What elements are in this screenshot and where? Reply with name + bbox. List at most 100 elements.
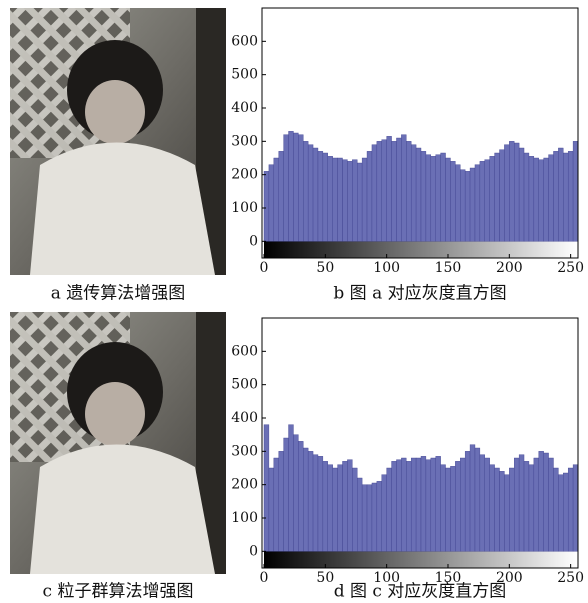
bar [519, 455, 524, 552]
bar [436, 155, 441, 242]
bar [519, 148, 524, 241]
bar [524, 461, 529, 551]
bar [293, 133, 298, 241]
bar [431, 156, 436, 241]
bar [446, 158, 451, 241]
bar [293, 435, 298, 552]
x-tick-label: 200 [496, 260, 523, 276]
colorbar [264, 241, 578, 258]
bar [539, 451, 544, 551]
y-tick-label: 500 [231, 67, 258, 83]
bar [421, 151, 426, 241]
bar [465, 171, 470, 241]
bar [352, 468, 357, 551]
x-tick-label: 50 [316, 570, 334, 586]
bar [269, 468, 274, 551]
bar [411, 145, 416, 242]
bar [480, 161, 485, 241]
chart-caption: b 图 a 对应灰度直方图 [333, 284, 506, 304]
bar [343, 461, 348, 551]
bar [475, 165, 480, 242]
bar [396, 138, 401, 241]
bar [426, 460, 431, 552]
bar [460, 458, 465, 551]
bar [392, 141, 397, 241]
bar [534, 158, 539, 241]
y-tick-label: 400 [231, 410, 258, 426]
bar [392, 461, 397, 551]
bar [500, 471, 505, 551]
bar [480, 455, 485, 552]
bar [274, 458, 279, 551]
bar [563, 153, 568, 241]
x-tick-label: 50 [316, 260, 334, 276]
bar [553, 151, 558, 241]
y-tick-label: 300 [231, 443, 258, 459]
bar [514, 143, 519, 241]
y-tick-label: 600 [231, 343, 258, 359]
bar [274, 158, 279, 241]
bar [416, 148, 421, 241]
bar [406, 141, 411, 241]
bar [269, 165, 274, 242]
bar [460, 170, 465, 242]
y-tick-label: 200 [231, 167, 258, 183]
bar [529, 156, 534, 241]
bar [504, 145, 509, 242]
bar [504, 475, 509, 552]
y-tick-label: 0 [249, 543, 258, 559]
bar [279, 451, 284, 551]
bar [470, 168, 475, 241]
bar [377, 141, 382, 241]
x-tick-label: 250 [557, 570, 584, 586]
y-tick-label: 100 [231, 200, 258, 216]
bar [333, 158, 338, 241]
bar [308, 451, 313, 551]
bar [382, 140, 387, 242]
bar [328, 156, 333, 241]
bar [411, 458, 416, 551]
bar [406, 461, 411, 551]
bar [450, 161, 455, 241]
bar [308, 145, 313, 242]
bar [544, 453, 549, 551]
bar [401, 458, 406, 551]
bar [450, 466, 455, 551]
bar [343, 160, 348, 242]
bar [303, 448, 308, 551]
bar [401, 135, 406, 242]
bar [298, 135, 303, 242]
bar [284, 438, 289, 551]
x-tick-label: 0 [260, 570, 269, 586]
x-tick-label: 150 [435, 260, 462, 276]
bar [441, 153, 446, 241]
bar [264, 425, 269, 552]
bar [347, 161, 352, 241]
bar [372, 145, 377, 242]
bar [573, 141, 578, 241]
bar [357, 478, 362, 551]
y-tick-label: 100 [231, 510, 258, 526]
bar [323, 153, 328, 241]
bar [573, 465, 578, 552]
bar [549, 458, 554, 551]
image-caption: a 遗传算法增强图 [51, 284, 186, 304]
bar [289, 425, 294, 552]
y-tick-label: 500 [231, 377, 258, 393]
bar [289, 131, 294, 241]
x-tick-label: 100 [373, 260, 400, 276]
bar [387, 468, 392, 551]
bar [382, 475, 387, 552]
bar [563, 473, 568, 551]
bar [455, 165, 460, 242]
y-tick-label: 400 [231, 100, 258, 116]
bar [446, 468, 451, 551]
bar [333, 468, 338, 551]
bar [426, 155, 431, 242]
bar [485, 458, 490, 551]
bar [514, 458, 519, 551]
y-tick-label: 200 [231, 477, 258, 493]
bar [338, 465, 343, 552]
bar [421, 456, 426, 551]
bar [524, 153, 529, 241]
